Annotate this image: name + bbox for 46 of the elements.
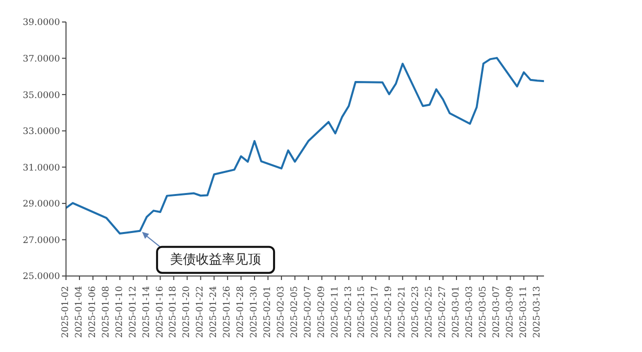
x-tick-label: 2025-02-19 (384, 286, 394, 338)
x-tick-label: 2025-03-03 (464, 286, 475, 338)
y-tick-label: 37.0000 (22, 54, 60, 64)
x-tick-label: 2025-03-07 (492, 286, 502, 338)
x-tick-label: 2025-02-09 (316, 286, 327, 338)
x-tick-label: 2025-02-25 (424, 286, 435, 338)
y-tick-label: 39.0000 (22, 18, 60, 28)
x-tick-label: 2025-01-02 (61, 286, 71, 338)
x-tick-label: 2025-02-17 (370, 286, 381, 338)
y-tick-label: 25.0000 (22, 272, 60, 282)
x-tick-label: 2025-02-01 (262, 286, 273, 338)
y-tick-label: 33.0000 (22, 127, 60, 138)
y-tick-label: 31.0000 (22, 163, 60, 174)
x-tick-label: 2025-02-11 (330, 286, 340, 338)
x-tick-label: 2025-02-21 (398, 286, 408, 338)
y-tick-label: 35.0000 (22, 90, 60, 101)
x-tick-label: 2025-01-06 (88, 286, 98, 338)
x-tick-label: 2025-02-05 (290, 286, 300, 338)
x-tick-label: 2025-01-24 (209, 286, 220, 338)
x-tick-label: 2025-01-26 (222, 286, 233, 338)
x-tick-label: 2025-01-30 (250, 286, 260, 338)
x-tick-label: 2025-02-03 (276, 286, 286, 338)
x-tick-label: 2025-02-15 (357, 286, 368, 338)
x-tick-label: 2025-02-07 (303, 286, 314, 338)
x-tick-label: 2025-01-10 (114, 286, 125, 338)
x-tick-label: 2025-01-04 (74, 286, 84, 338)
x-tick-label: 2025-01-12 (128, 286, 138, 338)
x-tick-label: 2025-02-27 (438, 286, 448, 338)
x-tick-label: 2025-03-05 (478, 286, 488, 338)
x-tick-label: 2025-03-01 (451, 286, 462, 338)
x-tick-label: 2025-01-16 (155, 286, 166, 338)
x-tick-label: 2025-03-13 (532, 286, 542, 338)
x-tick-label: 2025-01-14 (142, 286, 152, 338)
x-tick-label: 2025-01-08 (101, 286, 112, 338)
line-series (66, 56, 544, 235)
x-tick-label: 2025-03-11 (518, 286, 529, 338)
x-tick-label: 2025-01-22 (196, 286, 206, 338)
x-tick-label: 2025-03-09 (505, 286, 516, 338)
x-tick-label: 2025-02-23 (411, 286, 422, 338)
y-tick-label: 29.0000 (22, 200, 60, 210)
x-tick-label: 2025-01-28 (236, 286, 246, 338)
x-tick-label: 2025-02-13 (344, 286, 354, 338)
x-tick-label: 2025-01-20 (182, 286, 192, 338)
y-tick-label: 27.0000 (22, 236, 60, 246)
annotation: 美债收益率见顶 (170, 251, 262, 268)
x-tick-label: 2025-01-18 (168, 286, 179, 338)
